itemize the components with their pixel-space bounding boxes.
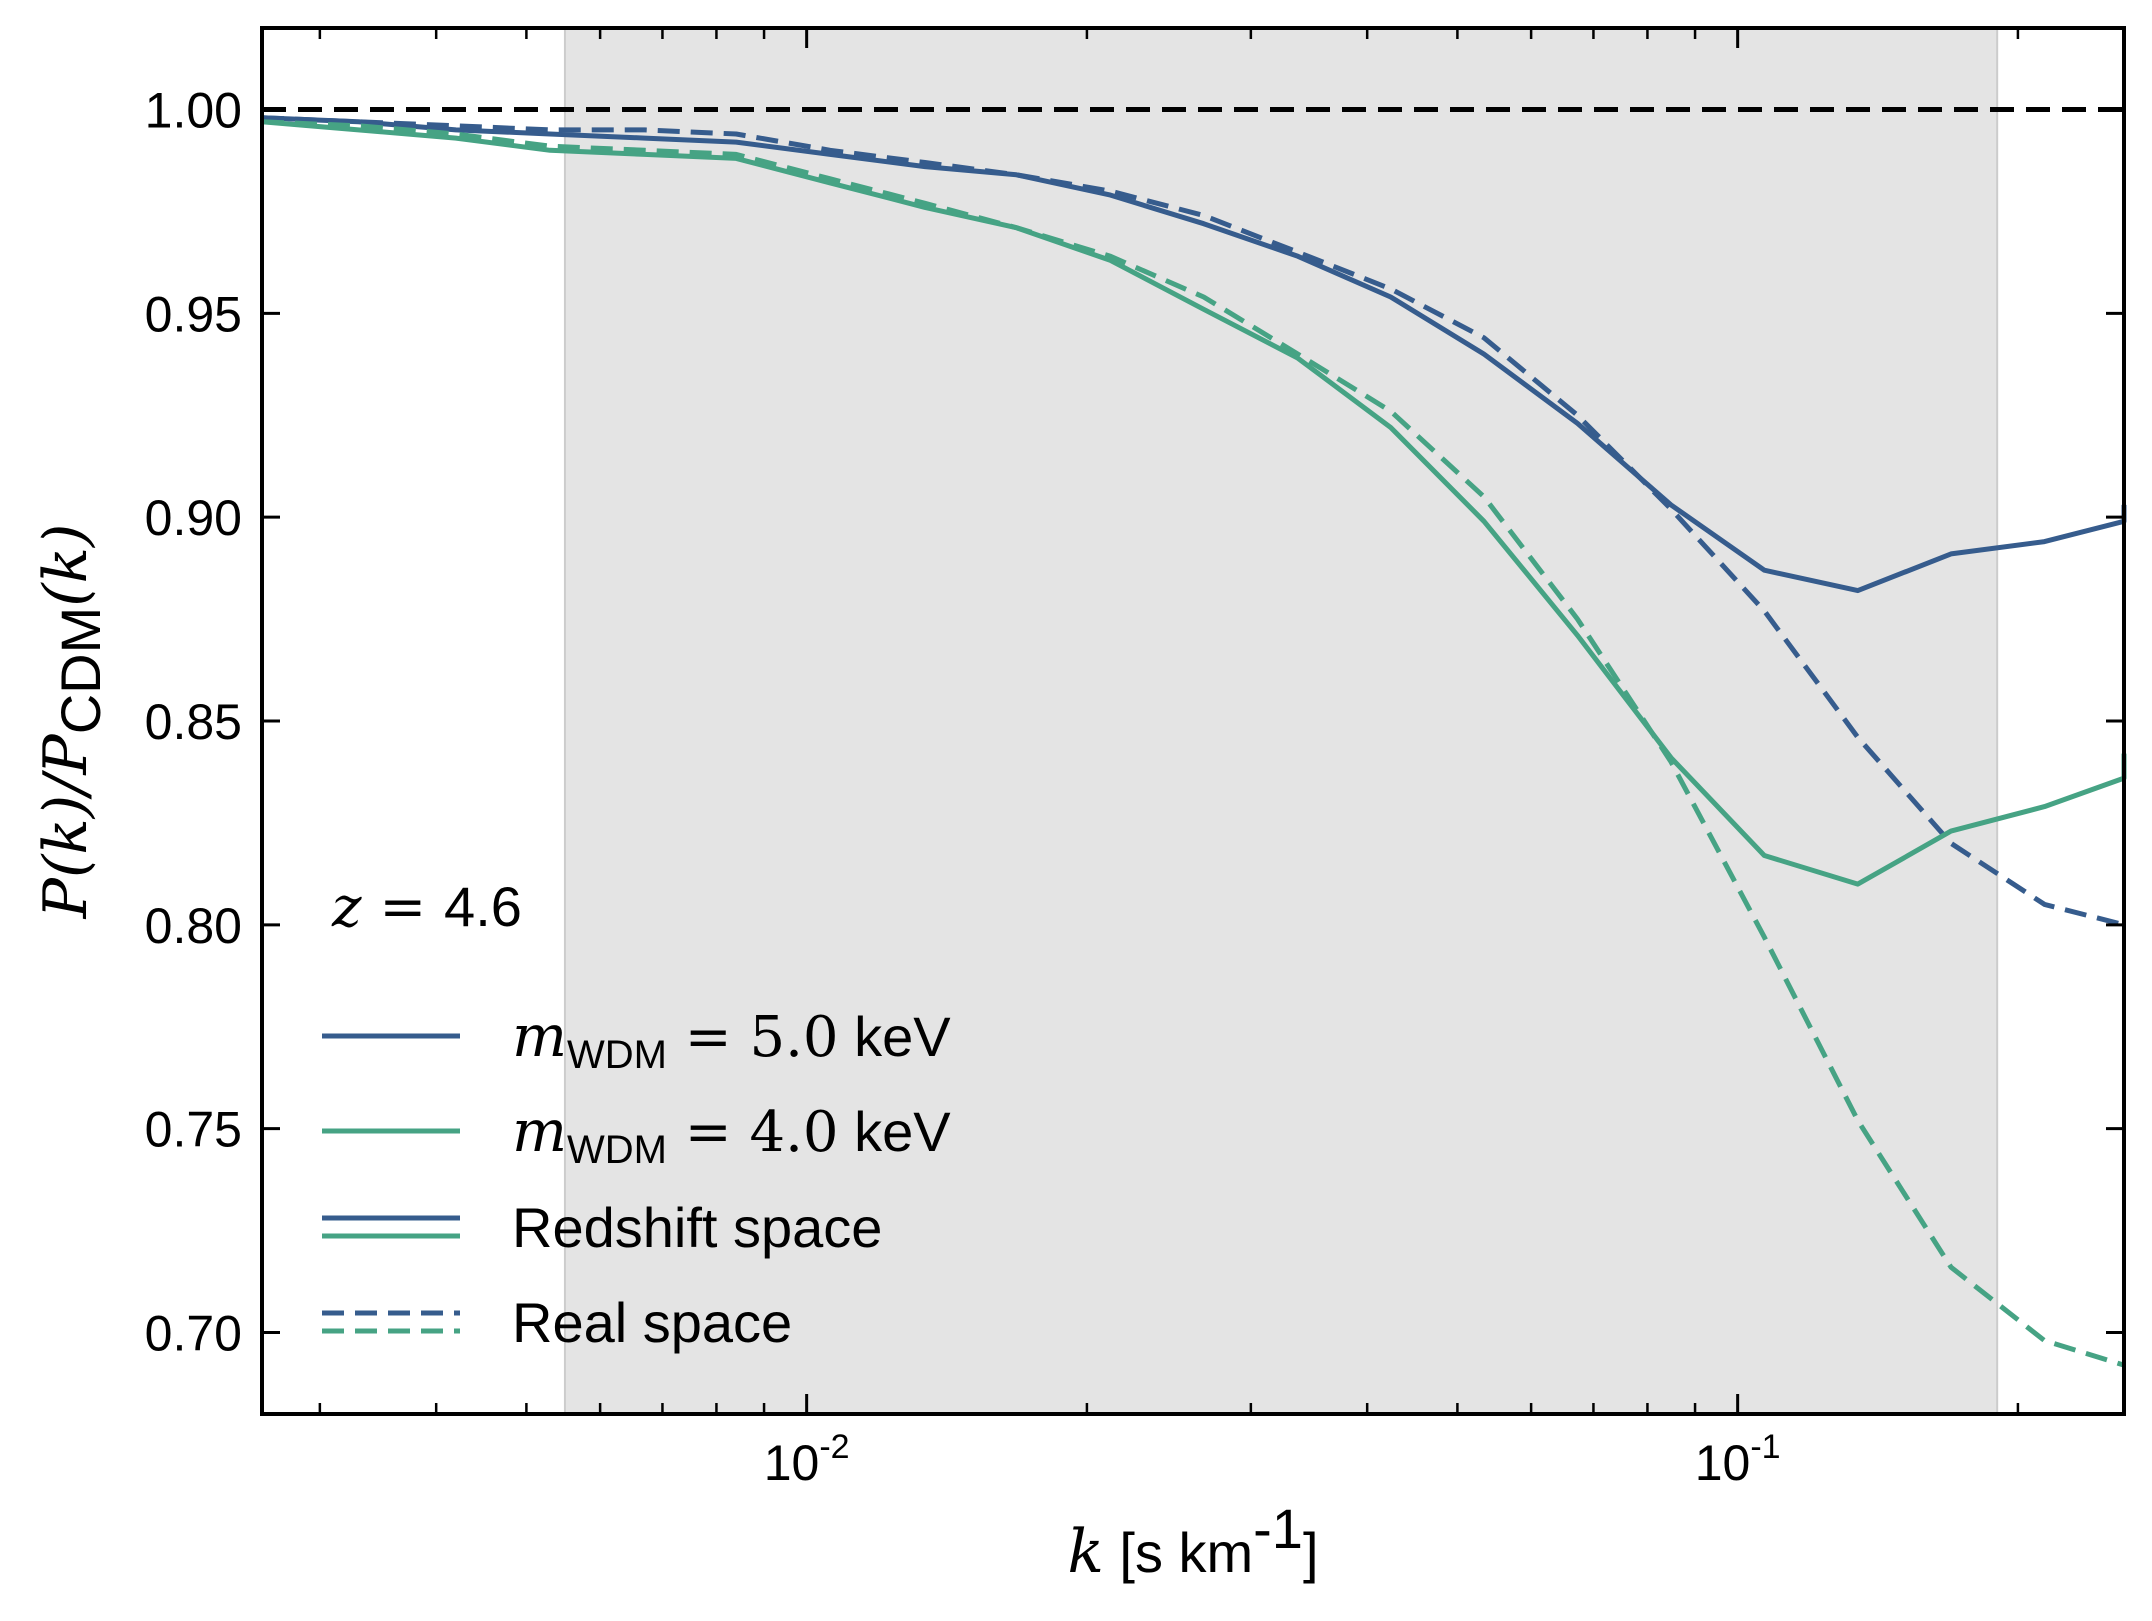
y-tick-label: 0.90: [145, 490, 242, 546]
background-layer: [563, 28, 1999, 1414]
frame-layer: [260, 26, 2126, 1416]
series-line-3: [261, 119, 2127, 887]
series-layer: [261, 107, 2127, 1368]
redshift-annotation: z = 4.6: [331, 875, 522, 940]
y-tick-label: 0.75: [145, 1102, 242, 1158]
legend-label-4: Real space: [512, 1291, 792, 1354]
y-tick-label: 0.95: [145, 286, 242, 342]
y-tick-label: 0.85: [145, 694, 242, 750]
x-axis-label: k [s km-1]: [1067, 1497, 1318, 1587]
series-line-2: [261, 115, 2125, 928]
series-line-4: [261, 119, 2125, 1368]
legend-label-3: Redshift space: [512, 1196, 882, 1259]
text-layer: 1.00 0.95 0.90 0.85 0.80 0.75 0.70 10-2 10-1 k [s…: [31, 83, 1781, 1587]
shaded-region: [564, 28, 1998, 1414]
legend-layer: mWDM = 5.0 keV mWDM = 4.0 keV Redshift spa…: [322, 1002, 951, 1354]
y-tick-label: 0.70: [145, 1305, 242, 1361]
x-tick-label: 10-1: [1695, 1428, 1781, 1491]
legend-label-2: mWDM = 4.0 keV: [512, 1097, 951, 1172]
x-tick-label: 10-2: [764, 1428, 850, 1491]
y-tick-label: 0.80: [145, 898, 242, 954]
y-tick-label: 1.00: [145, 83, 242, 139]
legend-label-1: mWDM = 5.0 keV: [512, 1002, 951, 1077]
series-line-1: [261, 115, 2127, 594]
y-axis-label: P(k)/PCDM(k): [31, 524, 112, 920]
